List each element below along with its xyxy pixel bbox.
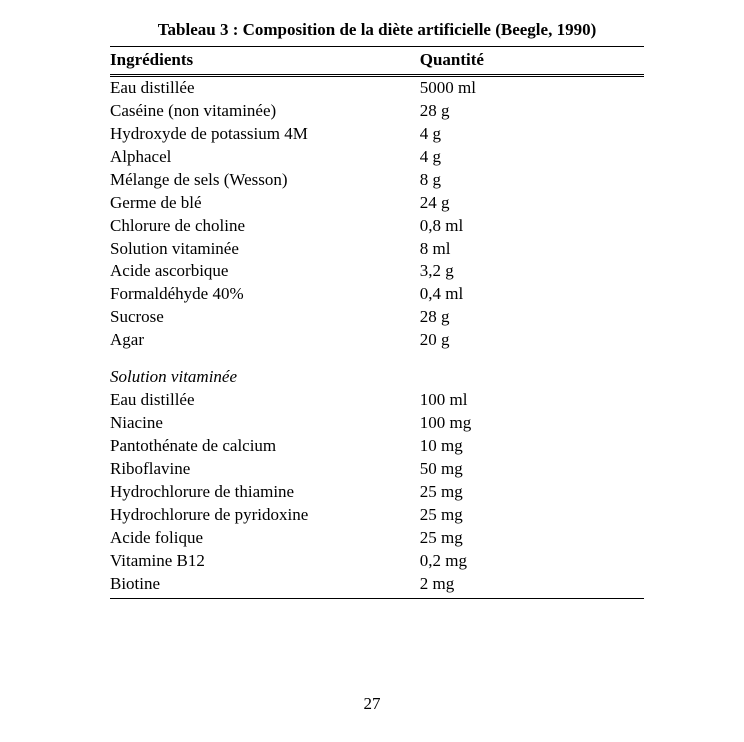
table-row: Pantothénate de calcium10 mg (110, 435, 644, 458)
table-row: Solution vitaminée8 ml (110, 238, 644, 261)
quantity-cell: 25 mg (420, 504, 644, 527)
ingredient-cell: Hydrochlorure de thiamine (110, 481, 420, 504)
header-ingredient: Ingrédients (110, 47, 420, 76)
ingredient-cell: Eau distillée (110, 389, 420, 412)
ingredient-cell: Formaldéhyde 40% (110, 283, 420, 306)
table-caption: Tableau 3 : Composition de la diète arti… (110, 20, 644, 40)
ingredient-cell: Acide ascorbique (110, 260, 420, 283)
quantity-cell: 25 mg (420, 527, 644, 550)
ingredient-cell: Acide folique (110, 527, 420, 550)
table-row: Hydroxyde de potassium 4M4 g (110, 123, 644, 146)
table-header-row: Ingrédients Quantité (110, 47, 644, 76)
quantity-cell: 5000 ml (420, 75, 644, 99)
quantity-cell: 8 g (420, 169, 644, 192)
table-row: Acide ascorbique3,2 g (110, 260, 644, 283)
header-quantity: Quantité (420, 47, 644, 76)
table-row: Eau distillée100 ml (110, 389, 644, 412)
ingredient-cell: Chlorure de choline (110, 215, 420, 238)
ingredient-cell: Mélange de sels (Wesson) (110, 169, 420, 192)
ingredient-cell: Riboflavine (110, 458, 420, 481)
table-body: Eau distillée5000 mlCaséine (non vitamin… (110, 75, 644, 598)
table-row: Vitamine B120,2 mg (110, 550, 644, 573)
ingredient-cell: Sucrose (110, 306, 420, 329)
quantity-cell: 100 mg (420, 412, 644, 435)
table-row: Formaldéhyde 40%0,4 ml (110, 283, 644, 306)
ingredient-cell: Germe de blé (110, 192, 420, 215)
quantity-cell: 8 ml (420, 238, 644, 261)
ingredient-cell: Hydroxyde de potassium 4M (110, 123, 420, 146)
table-row: Biotine2 mg (110, 573, 644, 598)
quantity-cell: 2 mg (420, 573, 644, 598)
table-row: Acide folique25 mg (110, 527, 644, 550)
page-number: 27 (0, 694, 744, 714)
ingredient-cell: Solution vitaminée (110, 238, 420, 261)
table-row: Sucrose28 g (110, 306, 644, 329)
quantity-cell: 24 g (420, 192, 644, 215)
table-row: Eau distillée5000 ml (110, 75, 644, 99)
quantity-cell: 4 g (420, 123, 644, 146)
table-row: Niacine100 mg (110, 412, 644, 435)
quantity-cell: 50 mg (420, 458, 644, 481)
ingredient-cell: Caséine (non vitaminée) (110, 100, 420, 123)
section-title: Solution vitaminée (110, 352, 644, 389)
composition-table: Ingrédients Quantité Eau distillée5000 m… (110, 46, 644, 599)
quantity-cell: 4 g (420, 146, 644, 169)
quantity-cell: 100 ml (420, 389, 644, 412)
quantity-cell: 3,2 g (420, 260, 644, 283)
table-row: Chlorure de choline0,8 ml (110, 215, 644, 238)
ingredient-cell: Vitamine B12 (110, 550, 420, 573)
ingredient-cell: Biotine (110, 573, 420, 598)
quantity-cell: 0,8 ml (420, 215, 644, 238)
quantity-cell: 28 g (420, 306, 644, 329)
quantity-cell: 0,4 ml (420, 283, 644, 306)
table-row: Hydrochlorure de thiamine25 mg (110, 481, 644, 504)
ingredient-cell: Niacine (110, 412, 420, 435)
table-row: Germe de blé24 g (110, 192, 644, 215)
quantity-cell: 0,2 mg (420, 550, 644, 573)
page-content: Tableau 3 : Composition de la diète arti… (0, 0, 744, 599)
quantity-cell: 20 g (420, 329, 644, 352)
ingredient-cell: Alphacel (110, 146, 420, 169)
ingredient-cell: Pantothénate de calcium (110, 435, 420, 458)
ingredient-cell: Hydrochlorure de pyridoxine (110, 504, 420, 527)
table-row: Agar20 g (110, 329, 644, 352)
quantity-cell: 28 g (420, 100, 644, 123)
quantity-cell: 25 mg (420, 481, 644, 504)
ingredient-cell: Agar (110, 329, 420, 352)
section-title-row: Solution vitaminée (110, 352, 644, 389)
quantity-cell: 10 mg (420, 435, 644, 458)
table-row: Riboflavine50 mg (110, 458, 644, 481)
table-row: Alphacel4 g (110, 146, 644, 169)
table-row: Caséine (non vitaminée)28 g (110, 100, 644, 123)
table-row: Mélange de sels (Wesson)8 g (110, 169, 644, 192)
table-row: Hydrochlorure de pyridoxine25 mg (110, 504, 644, 527)
ingredient-cell: Eau distillée (110, 75, 420, 99)
